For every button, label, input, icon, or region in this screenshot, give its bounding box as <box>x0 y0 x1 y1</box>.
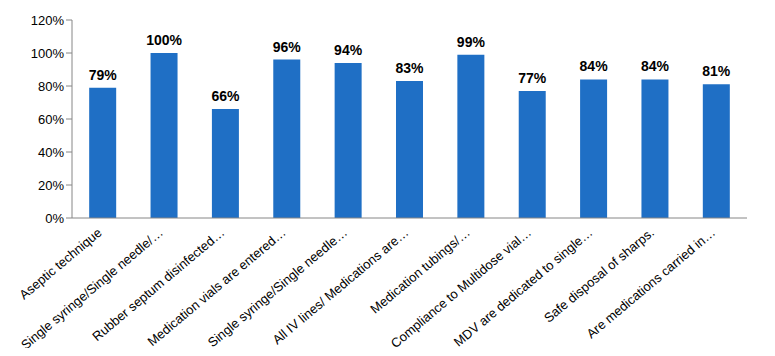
svg-text:Medication tubings/…: Medication tubings/… <box>367 225 472 317</box>
svg-text:79%: 79% <box>89 67 118 83</box>
svg-text:84%: 84% <box>580 58 609 74</box>
svg-text:80%: 80% <box>38 79 64 94</box>
svg-text:100%: 100% <box>31 46 65 61</box>
svg-text:100%: 100% <box>146 32 182 48</box>
svg-text:Rubber septum disinfected…: Rubber septum disinfected… <box>89 224 228 345</box>
svg-text:120%: 120% <box>31 13 65 28</box>
svg-text:60%: 60% <box>38 112 64 127</box>
svg-text:Aseptic technique: Aseptic technique <box>16 224 105 303</box>
svg-text:40%: 40% <box>38 145 64 160</box>
svg-text:94%: 94% <box>334 42 363 58</box>
svg-text:96%: 96% <box>273 39 302 55</box>
svg-text:77%: 77% <box>518 70 547 86</box>
svg-text:Are medications carried in…: Are medications carried in… <box>584 225 719 341</box>
svg-text:66%: 66% <box>211 88 240 104</box>
svg-text:84%: 84% <box>641 58 670 74</box>
svg-text:99%: 99% <box>457 34 486 50</box>
svg-text:0%: 0% <box>45 211 64 226</box>
svg-text:81%: 81% <box>702 63 731 79</box>
svg-text:83%: 83% <box>395 60 424 76</box>
svg-text:All IV lines/ Medications are…: All IV lines/ Medications are… <box>269 224 412 348</box>
svg-text:Safe disposal of sharps.: Safe disposal of sharps. <box>541 225 657 326</box>
svg-text:20%: 20% <box>38 178 64 193</box>
